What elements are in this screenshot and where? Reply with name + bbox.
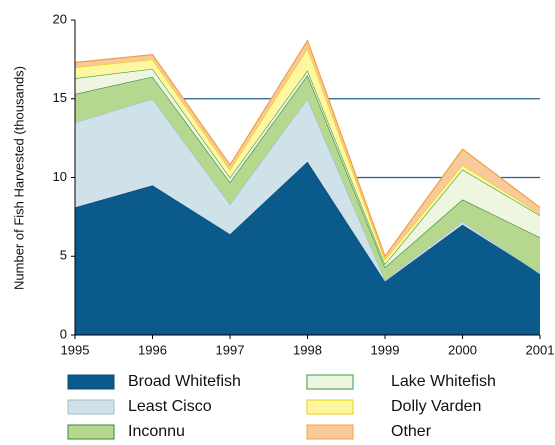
y-tick-label: 0 [60,326,67,341]
legend-label: Lake Whitefish [391,373,496,390]
area-edge [74,39,541,258]
x-tick-label: 1995 [61,342,90,357]
y-tick-label: 15 [53,90,67,105]
legend-swatch [306,374,354,390]
area [75,48,540,265]
legend-swatch [67,399,115,415]
area [75,98,540,282]
y-tick-label: 20 [53,11,67,26]
y-axis-label: Number of Fish Harvested (thousands) [11,66,26,290]
x-tick-label: 2000 [448,342,477,357]
legend: Broad Whitefish Least Cisco Inconnu Lake Wh… [67,373,496,440]
y-tick-label: 10 [53,169,67,184]
legend-label: Broad Whitefish [128,373,241,390]
area [75,161,540,335]
x-tick-label: 2001 [526,342,555,357]
x-tick-label: 1999 [371,342,400,357]
x-tick-label: 1998 [293,342,322,357]
legend-label: Least Cisco [128,398,212,415]
legend-swatch [306,424,354,440]
legend-swatch [67,424,115,440]
y-tick-label: 5 [60,248,67,263]
legend-label: Dolly Varden [391,398,481,415]
legend-label: Other [391,423,432,440]
legend-swatch [67,374,115,390]
area [75,75,540,280]
legend-swatch [306,399,354,415]
legend-label: Inconnu [128,423,185,440]
area [75,40,540,260]
x-tick-label: 1996 [138,342,167,357]
x-tick-label: 1997 [216,342,245,357]
